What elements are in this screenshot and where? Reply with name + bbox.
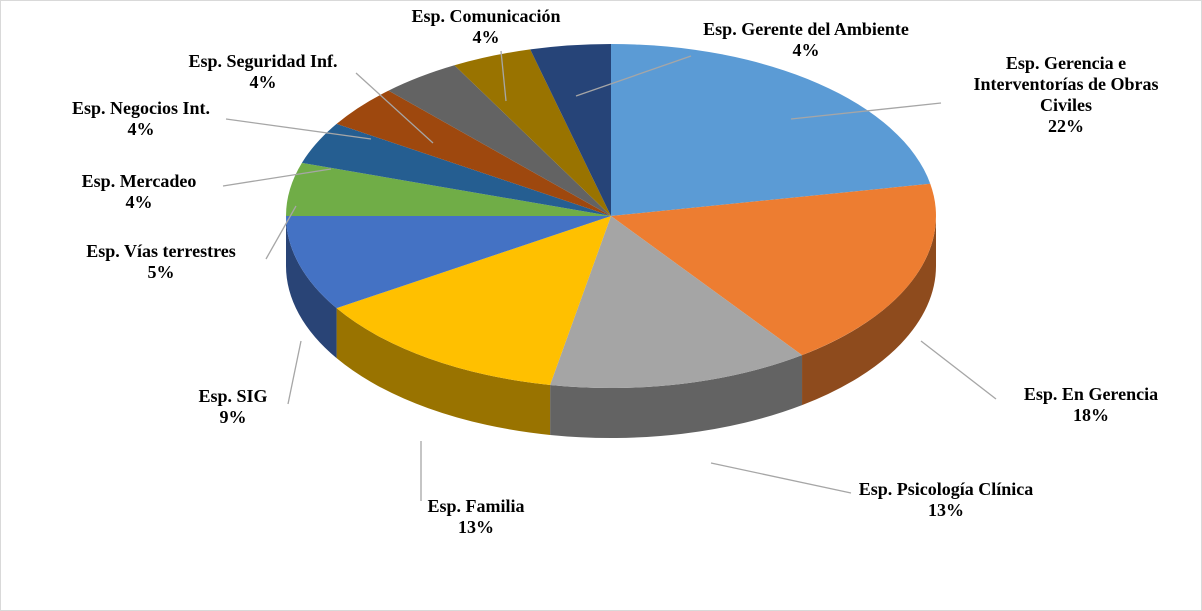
leader-line bbox=[710, 462, 852, 494]
leader-line bbox=[222, 168, 332, 187]
leader-line bbox=[790, 102, 942, 120]
category-label: Esp. Familia bbox=[427, 496, 525, 516]
leader-line bbox=[500, 50, 507, 102]
slice bbox=[611, 183, 936, 356]
value-label: 4% bbox=[472, 27, 500, 47]
category-label: Esp. Psicología Clínica bbox=[858, 479, 1034, 499]
category-label: Esp. Negocios Int. bbox=[71, 98, 210, 118]
slice-label: Esp. Comunicación 4% bbox=[376, 6, 596, 48]
slice bbox=[286, 162, 611, 216]
slice-label: Esp. Negocios Int. 4% bbox=[21, 98, 261, 140]
leader-line bbox=[265, 205, 297, 260]
value-label: 4% bbox=[127, 119, 155, 139]
slice bbox=[286, 216, 611, 309]
value-label: 4% bbox=[792, 40, 820, 60]
slice-side bbox=[286, 216, 337, 359]
category-label: Esp. Gerente del Ambiente bbox=[703, 19, 909, 39]
slice bbox=[388, 65, 611, 216]
slice bbox=[336, 216, 611, 385]
slice-label: Esp. SIG 9% bbox=[158, 386, 308, 428]
slice bbox=[336, 90, 611, 216]
slice-label: Esp. Mercadeo 4% bbox=[39, 171, 239, 213]
category-label: Esp. Mercadeo bbox=[81, 171, 197, 191]
slice-label: Esp. Gerente del Ambiente 4% bbox=[701, 19, 911, 61]
slice bbox=[611, 44, 931, 216]
leader-line bbox=[225, 118, 372, 140]
slice-side bbox=[802, 216, 936, 406]
slice-label: Esp. En Gerencia 18% bbox=[991, 384, 1191, 426]
value-label: 22% bbox=[1048, 116, 1084, 136]
slice-label: Esp. Familia 13% bbox=[381, 496, 571, 538]
leader-line bbox=[355, 72, 434, 144]
category-label: Esp. Gerencia e Interventorías de Obras … bbox=[973, 53, 1159, 115]
slice-side bbox=[550, 355, 803, 438]
slice-side bbox=[336, 308, 551, 435]
leader-line bbox=[575, 55, 692, 97]
slice bbox=[550, 216, 803, 388]
value-label: 4% bbox=[125, 192, 153, 212]
slice-label: Esp. Psicología Clínica 13% bbox=[851, 479, 1041, 521]
value-label: 4% bbox=[249, 72, 277, 92]
slice bbox=[301, 123, 611, 216]
category-label: Esp. Vías terrestres bbox=[86, 241, 236, 261]
slice-label: Esp. Vías terrestres 5% bbox=[46, 241, 276, 283]
category-label: Esp. Comunicación bbox=[411, 6, 561, 26]
category-label: Esp. Seguridad Inf. bbox=[188, 51, 338, 71]
value-label: 13% bbox=[458, 517, 494, 537]
slice bbox=[530, 44, 611, 216]
slice-label: Esp. Gerencia e Interventorías de Obras … bbox=[961, 53, 1171, 137]
slice-label: Esp. Seguridad Inf. 4% bbox=[143, 51, 383, 93]
value-label: 18% bbox=[1073, 405, 1109, 425]
value-label: 13% bbox=[928, 500, 964, 520]
category-label: Esp. SIG bbox=[198, 386, 268, 406]
value-label: 9% bbox=[219, 407, 247, 427]
slice bbox=[454, 49, 611, 216]
leader-line bbox=[287, 340, 302, 405]
leader-line bbox=[920, 340, 997, 400]
value-label: 5% bbox=[147, 262, 175, 282]
category-label: Esp. En Gerencia bbox=[1023, 384, 1159, 404]
